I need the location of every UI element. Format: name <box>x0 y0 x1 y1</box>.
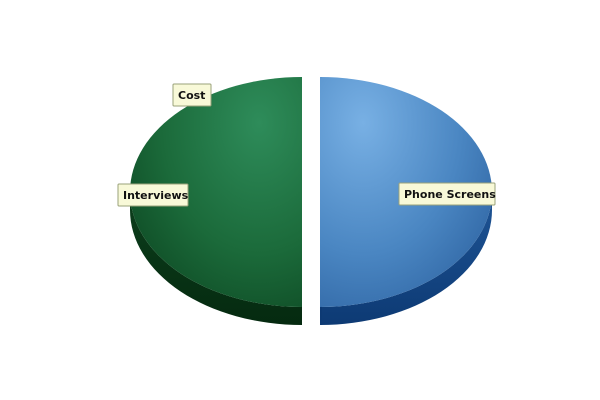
slice-interviews[interactable] <box>130 77 302 307</box>
svg-text:Phone Screens: Phone Screens <box>404 188 496 201</box>
svg-text:Cost: Cost <box>178 89 205 102</box>
slice-side-interviews <box>130 192 302 325</box>
svg-text:Interviews: Interviews <box>123 189 189 202</box>
label-interviews: Interviews <box>117 183 189 207</box>
slice-side-phone-screens <box>320 192 492 325</box>
label-cost: Cost <box>172 83 212 107</box>
label-phone-screens: Phone Screens <box>398 182 496 206</box>
